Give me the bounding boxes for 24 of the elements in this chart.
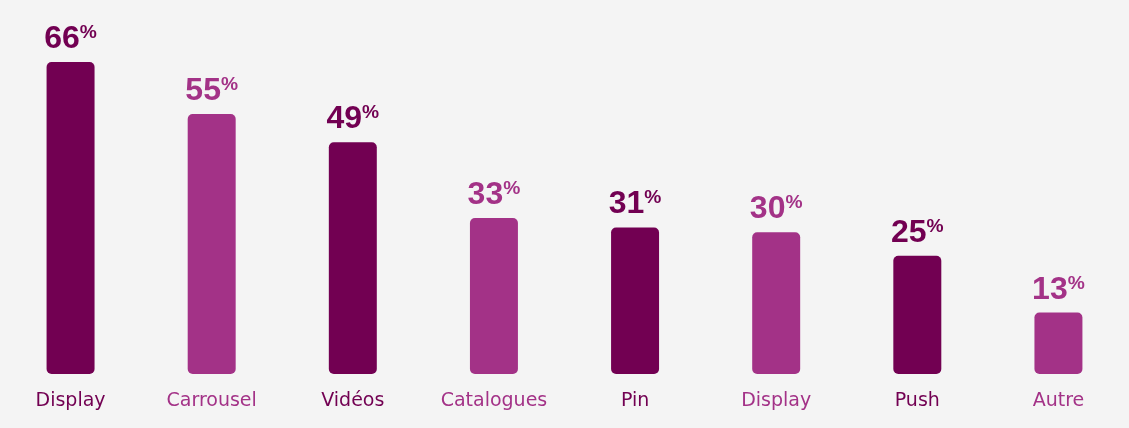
bar [187,114,236,374]
data-label: 55$^{%}$ [185,71,239,107]
bar [469,218,518,374]
x-tick-label: Vidéos [321,388,385,410]
x-tick-label: Display [741,388,812,410]
x-tick-label: Pin [620,388,650,410]
x-tick-label: Catalogues [440,388,548,410]
bar [46,62,95,374]
bar [1034,312,1083,374]
x-tick-label: Display [35,388,106,410]
data-label: 13$^{%}$ [1032,269,1085,306]
bar [893,255,942,374]
bar [611,227,660,374]
data-label: 66$^{%}$ [44,19,97,55]
data-label: 25$^{%}$ [890,212,944,249]
x-tick-label: Push [894,388,940,410]
bar [752,232,801,374]
data-label: 31$^{%}$ [608,184,662,221]
data-label: 30$^{%}$ [749,189,803,226]
x-tick-label: Autre [1032,388,1085,410]
x-tick-label: Carrousel [166,388,257,410]
data-label: 33$^{%}$ [467,175,521,211]
data-label: 49$^{%}$ [326,99,380,136]
bar [328,142,377,374]
